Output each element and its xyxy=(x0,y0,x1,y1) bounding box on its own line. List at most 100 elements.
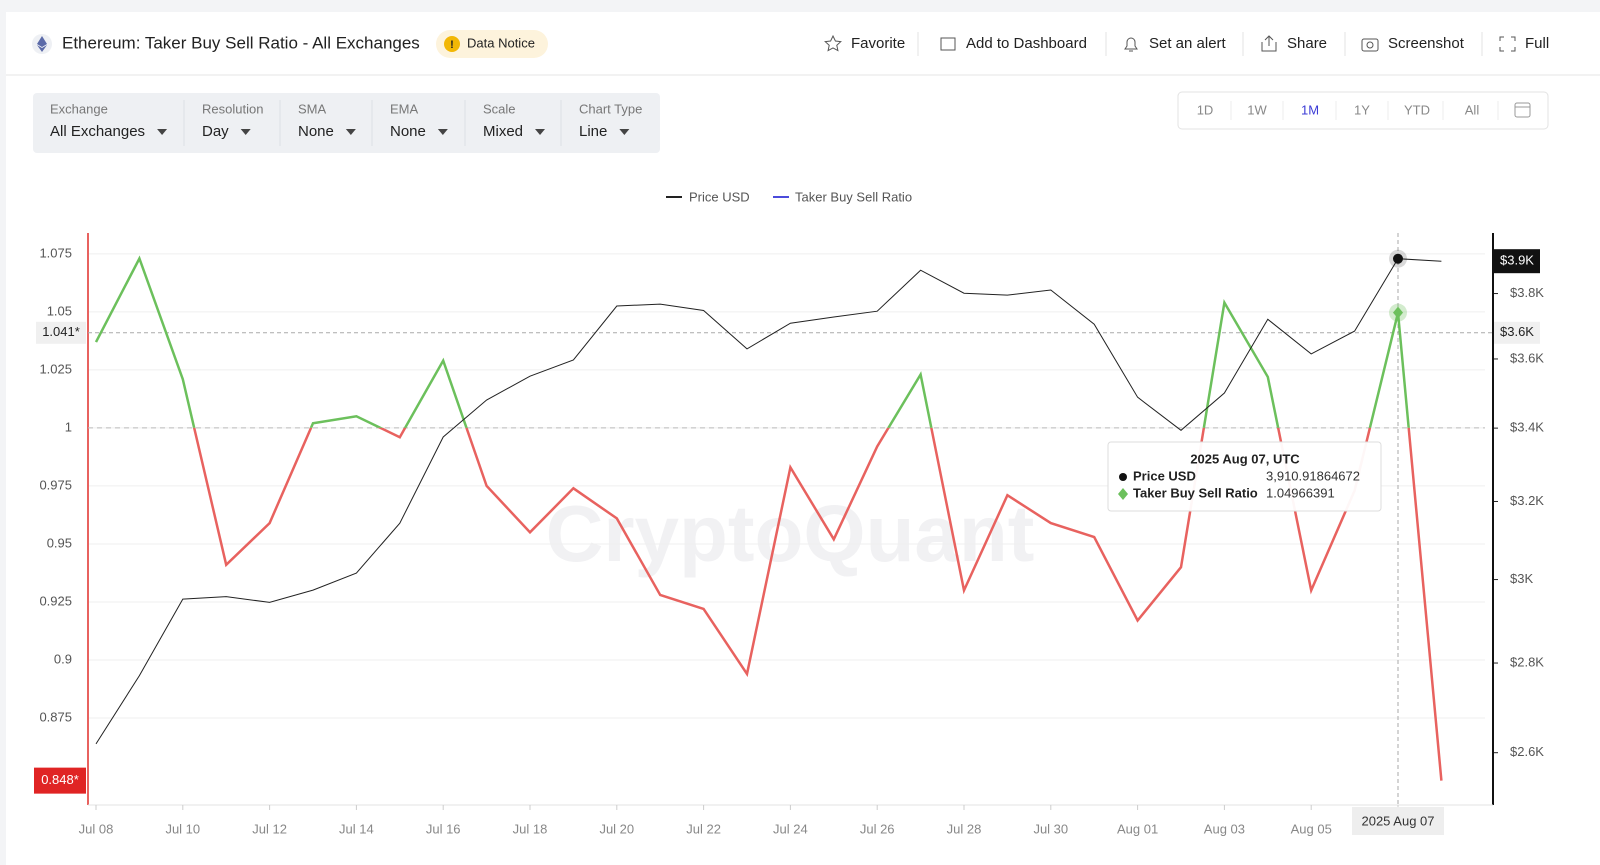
tooltip-dot xyxy=(1119,473,1127,481)
notice-pill[interactable] xyxy=(436,30,548,58)
tooltip-box xyxy=(1107,441,1382,512)
y2-tick-label: $3.8K xyxy=(1510,285,1544,300)
tooltip-name: Taker Buy Sell Ratio xyxy=(1133,485,1258,500)
control-value[interactable]: All Exchanges xyxy=(50,123,145,140)
x-tick-label: Jul 12 xyxy=(252,821,287,836)
y-tick-label: 0.975 xyxy=(39,477,72,492)
controls-panel xyxy=(33,93,660,153)
x-tick-label: Jul 08 xyxy=(79,821,114,836)
header: Ethereum: Taker Buy Sell Ratio - All Exc… xyxy=(32,30,1549,58)
range-button[interactable]: All xyxy=(1465,102,1480,117)
page-title: Ethereum: Taker Buy Sell Ratio - All Exc… xyxy=(62,33,420,52)
action[interactable]: Favorite xyxy=(851,35,905,52)
notice-glyph: ! xyxy=(450,39,454,51)
x-tick-label: Jul 18 xyxy=(513,821,548,836)
range-button[interactable]: YTD xyxy=(1404,102,1430,117)
y2-tick-label: $3.2K xyxy=(1510,493,1544,508)
caret xyxy=(345,129,356,135)
legend-label: Taker Buy Sell Ratio xyxy=(795,189,912,204)
x-tick-label: Jul 22 xyxy=(686,821,721,836)
price-line xyxy=(95,258,1442,745)
range-panel xyxy=(1177,91,1549,130)
share-icon xyxy=(1261,35,1277,52)
action[interactable]: Full xyxy=(1525,35,1549,52)
legend-label: Price USD xyxy=(689,189,750,204)
x-tick-label: Jul 10 xyxy=(165,821,200,836)
alert-icon xyxy=(1124,37,1138,52)
calendar-icon[interactable] xyxy=(1514,102,1531,118)
action[interactable]: Screenshot xyxy=(1388,35,1465,52)
control-value[interactable]: None xyxy=(298,123,334,140)
controls: Exchange All Exchanges Resolution Day SMA Non… xyxy=(50,100,642,146)
range-button[interactable]: 1W xyxy=(1247,102,1267,117)
x-tick-label: Aug 03 xyxy=(1204,821,1245,836)
control-label: Scale xyxy=(483,101,516,116)
ratio-marker xyxy=(1393,306,1403,319)
caret xyxy=(157,129,168,135)
action[interactable]: Share xyxy=(1287,35,1327,52)
crosshair-y2-label: $3.6K xyxy=(1500,324,1534,339)
control-value[interactable]: Day xyxy=(202,123,229,140)
y-tick-label: 0.9 xyxy=(54,651,72,666)
tooltip-name: Price USD xyxy=(1133,468,1196,483)
crosshair-y2-box xyxy=(1494,321,1540,344)
x-tick-label: Jul 16 xyxy=(426,821,461,836)
tooltip-value: 1.04966391 xyxy=(1266,485,1335,500)
x-highlight-box xyxy=(1352,807,1444,835)
control-label: Resolution xyxy=(202,101,263,116)
y2-tick-label: $2.6K xyxy=(1510,744,1544,759)
notice-icon xyxy=(444,36,460,52)
y2-tick-label: $3.6K xyxy=(1510,350,1544,365)
x-tick-label: Jul 24 xyxy=(773,821,808,836)
x-tick-label: Jul 28 xyxy=(947,821,982,836)
last-y2-box xyxy=(1494,249,1540,274)
eth-glyph xyxy=(37,36,47,52)
price-marker xyxy=(1393,253,1403,264)
tooltip-title: 2025 Aug 07, UTC xyxy=(1190,451,1300,466)
x-tick-label: Aug 05 xyxy=(1291,821,1332,836)
tooltip-diamond xyxy=(1118,488,1128,500)
range-button[interactable]: 1D xyxy=(1197,102,1214,117)
y2-tick-label: $3.4K xyxy=(1510,420,1544,435)
control-label: EMA xyxy=(390,101,419,116)
x-highlight-label: 2025 Aug 07 xyxy=(1361,813,1434,828)
range-button[interactable]: 1M xyxy=(1301,102,1319,117)
chart: CryptoQuant Price USD Taker Buy Sell Ratio… xyxy=(34,189,1544,836)
caret xyxy=(437,129,448,135)
control-label: SMA xyxy=(298,101,327,116)
control-value[interactable]: Mixed xyxy=(483,123,523,140)
x-tick-label: Jul 20 xyxy=(599,821,634,836)
control-value[interactable]: Line xyxy=(579,123,607,140)
caret xyxy=(619,129,630,135)
ranges: 1D 1W 1M 1Y YTD All xyxy=(1197,101,1499,120)
range-button[interactable]: 1Y xyxy=(1354,102,1370,117)
x-tick-label: Jul 14 xyxy=(339,821,374,836)
dashboard-icon xyxy=(940,37,956,51)
y-tick-label: 0.875 xyxy=(39,709,72,724)
control-value[interactable]: None xyxy=(390,123,426,140)
last-y-label: 0.848* xyxy=(41,772,79,787)
notice-text[interactable]: Data Notice xyxy=(467,35,535,50)
y-tick-label: 0.95 xyxy=(47,535,72,550)
ratio-line-above xyxy=(94,255,1410,428)
y-tick-label: 1 xyxy=(65,419,72,434)
crosshair-label: 1.041* xyxy=(42,324,80,339)
action[interactable]: Add to Dashboard xyxy=(966,35,1087,52)
action[interactable]: Set an alert xyxy=(1149,35,1227,52)
favorite-icon xyxy=(824,34,842,52)
camera-icon xyxy=(1361,38,1379,52)
y-tick-label: 0.925 xyxy=(39,593,72,608)
x-tick-label: Jul 26 xyxy=(860,821,895,836)
camera-lens xyxy=(1366,41,1374,49)
last-y-box xyxy=(34,767,86,794)
x-tick-label: Jul 30 xyxy=(1033,821,1068,836)
y2-tick-label: $3K xyxy=(1510,571,1533,586)
caret xyxy=(535,129,546,135)
y-tick-label: 1.075 xyxy=(39,245,72,260)
crosshair-label-box xyxy=(36,321,86,344)
caret xyxy=(240,129,251,135)
y-tick-label: 1.05 xyxy=(47,303,72,318)
x-tick-label: Aug 01 xyxy=(1117,821,1158,836)
ratio-line-below xyxy=(192,427,1443,781)
